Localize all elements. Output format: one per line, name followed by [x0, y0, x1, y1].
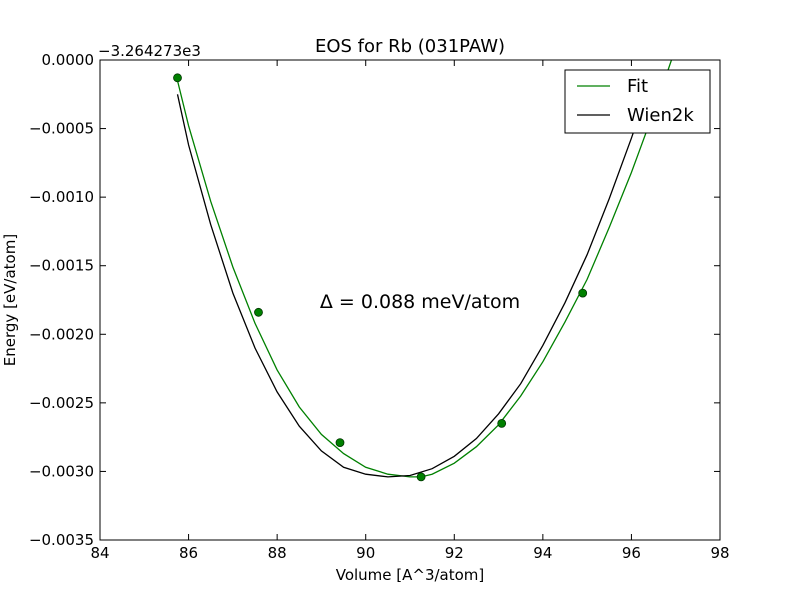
chart-title: EOS for Rb (031PAW)	[315, 36, 505, 57]
data-point	[416, 472, 426, 482]
y-tick-label: −0.0025	[29, 394, 94, 412]
y-tick-label: −0.0010	[29, 188, 94, 206]
x-axis: 84 86 88 90 92 94 96 98	[90, 60, 730, 562]
x-tick-label: 84	[90, 544, 109, 562]
y-tick-label: −0.0005	[29, 120, 94, 138]
x-tick-label: 86	[179, 544, 198, 562]
data-point	[335, 438, 345, 448]
y-tick-label: −0.0015	[29, 257, 94, 275]
delta-annotation: Δ = 0.088 meV/atom	[320, 291, 520, 313]
x-tick-label: 92	[445, 544, 464, 562]
plot-frame	[99, 59, 721, 541]
data-point	[497, 418, 507, 428]
data-point	[173, 73, 182, 83]
y-tick-label: 0.0000	[42, 51, 95, 69]
data-point	[578, 288, 588, 298]
x-tick-label: 96	[622, 544, 641, 562]
points-layer	[173, 73, 588, 482]
x-tick-label: 98	[710, 544, 729, 562]
data-point	[254, 307, 263, 317]
y-axis-title: Energy [eV/atom]	[1, 234, 19, 366]
x-tick-label: 94	[533, 544, 552, 562]
y-tick-label: −0.0020	[29, 325, 94, 343]
legend-label-wien2k: Wien2k	[627, 105, 694, 126]
x-tick-label: 88	[268, 544, 287, 562]
y-axis: 0.0000 −0.0005 −0.0010 −0.0015 −0.0020 −0.002…	[29, 51, 720, 549]
legend-label-fit: Fit	[627, 76, 648, 97]
x-tick-label: 90	[356, 544, 375, 562]
y-tick-label: −0.0030	[29, 462, 94, 480]
y-offset-label: −3.264273e3	[98, 42, 201, 60]
legend-box	[564, 69, 711, 134]
legend: Fit Wien2k	[564, 69, 711, 134]
y-tick-label: −0.0035	[29, 531, 94, 549]
x-axis-title: Volume [A^3/atom]	[336, 566, 485, 584]
series-line-wien2k	[176, 73, 655, 478]
